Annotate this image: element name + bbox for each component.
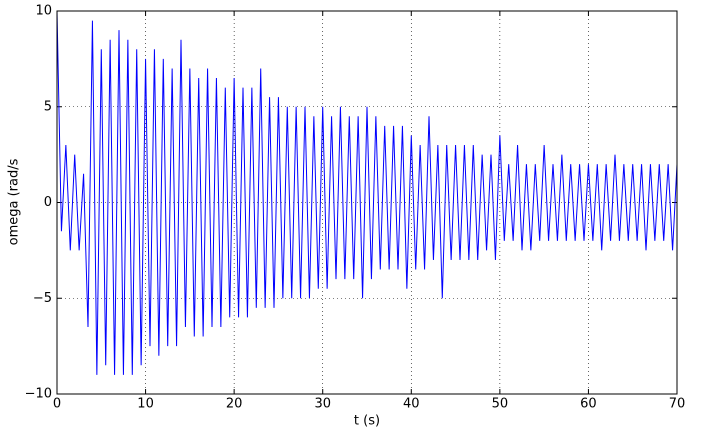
- y-tick-label: −10: [25, 387, 52, 402]
- y-tick-label: 10: [35, 4, 52, 19]
- x-tick-label: 50: [492, 397, 509, 412]
- x-tick-label: 40: [403, 397, 420, 412]
- y-axis-label: omega (rad/s: [7, 158, 22, 245]
- x-tick-label: 30: [314, 397, 331, 412]
- x-tick-label: 60: [580, 397, 597, 412]
- y-tick-label: −5: [33, 291, 52, 306]
- x-tick-label: 0: [53, 397, 61, 412]
- x-tick-label: 10: [137, 397, 154, 412]
- data-line: [56, 10, 678, 375]
- plot-frame: [56, 10, 678, 395]
- x-tick-label: 20: [226, 397, 243, 412]
- y-tick-label: 5: [44, 99, 52, 114]
- x-axis-label: t (s): [354, 414, 380, 429]
- x-tick-label: 70: [669, 397, 686, 412]
- y-tick-label: 0: [44, 195, 52, 210]
